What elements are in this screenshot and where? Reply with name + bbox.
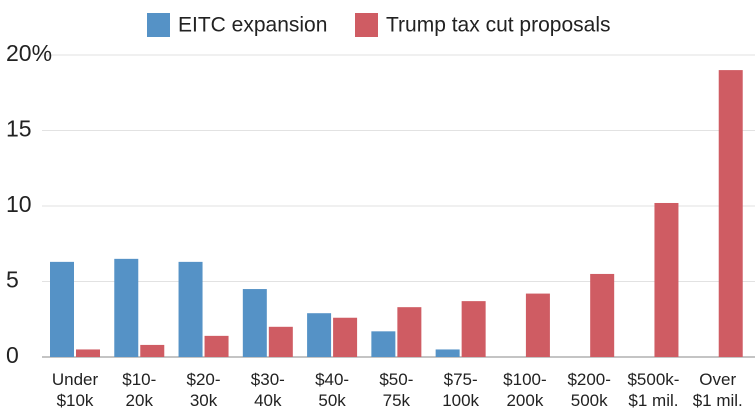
x-tick-line: $10- xyxy=(122,370,156,389)
x-tick-line: $40- xyxy=(315,370,349,389)
x-tick-line: 200k xyxy=(506,391,543,410)
x-tick-line: Under xyxy=(52,370,99,389)
x-tick-line: $1 mil. xyxy=(628,391,678,410)
x-tick-label: $40- 50k xyxy=(315,370,349,410)
bar xyxy=(397,307,422,357)
x-tick-line: 500k xyxy=(571,391,608,410)
x-tick-label: Over $1 mil. xyxy=(693,370,743,410)
x-tick-line: $50- xyxy=(379,370,413,389)
x-tick-line: 20k xyxy=(126,391,154,410)
x-tick-line: $30- xyxy=(251,370,285,389)
legend-swatch xyxy=(147,13,170,37)
bar xyxy=(50,261,74,357)
y-tick-label: 20% xyxy=(6,40,52,66)
x-tick-line: 40k xyxy=(254,391,282,410)
x-tick-label: $50- 75k xyxy=(379,370,413,410)
bar xyxy=(76,349,100,357)
x-tick-label: $20- 30k xyxy=(187,370,221,410)
legend-label: EITC expansion xyxy=(178,14,327,37)
x-tick-line: $75- xyxy=(444,370,478,389)
bar xyxy=(525,293,550,357)
y-tick-label: 15 xyxy=(6,116,32,142)
y-tick-label: 0 xyxy=(6,342,19,368)
bar xyxy=(461,301,486,357)
legend-swatch xyxy=(355,13,378,37)
y-tick-label: 5 xyxy=(6,267,19,293)
bar xyxy=(333,317,358,357)
x-tick-label: $30- 40k xyxy=(251,370,285,410)
y-tick-label: 10 xyxy=(6,191,32,217)
x-tick-line: $1 mil. xyxy=(693,391,743,410)
bar xyxy=(178,261,203,357)
bar xyxy=(242,289,267,357)
x-tick-line: $100- xyxy=(503,370,546,389)
x-tick-label: $500k- $1 mil. xyxy=(627,370,679,410)
x-tick-line: $500k- xyxy=(627,370,679,389)
x-tick-line: $20- xyxy=(187,370,221,389)
bar xyxy=(268,326,293,357)
x-tick-label: $75- 100k xyxy=(442,370,479,410)
legend-label: Trump tax cut proposals xyxy=(386,14,610,37)
bar xyxy=(371,331,396,357)
x-tick-label: $10- 20k xyxy=(122,370,156,410)
bar xyxy=(204,335,229,357)
x-tick-line: $10k xyxy=(57,391,94,410)
bar xyxy=(435,349,460,357)
x-tick-label: $100- 200k xyxy=(503,370,546,410)
bar xyxy=(718,70,743,357)
x-tick-line: 50k xyxy=(318,391,346,410)
bar xyxy=(140,344,165,357)
bar xyxy=(654,202,679,357)
bar xyxy=(590,273,615,357)
x-tick-line: 30k xyxy=(190,391,218,410)
x-tick-line: 75k xyxy=(383,391,411,410)
bar xyxy=(307,313,332,357)
bar xyxy=(114,258,139,357)
x-tick-line: $200- xyxy=(567,370,610,389)
x-tick-label: Under $10k xyxy=(52,370,99,410)
x-tick-line: Over xyxy=(699,370,736,389)
x-tick-label: $200- 500k xyxy=(567,370,610,410)
x-tick-line: 100k xyxy=(442,391,479,410)
